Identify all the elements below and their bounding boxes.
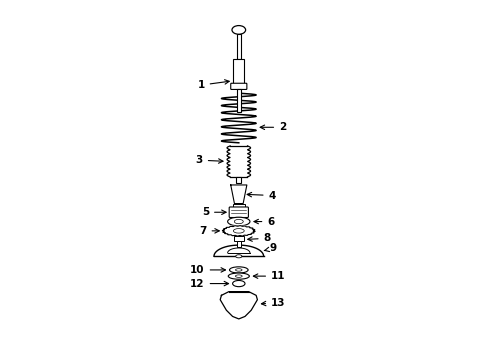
Text: 5: 5 [202, 207, 226, 217]
Bar [233, 203, 245, 207]
Bar [237, 34, 241, 59]
Bar [236, 177, 241, 183]
Ellipse shape [236, 255, 242, 258]
Polygon shape [222, 226, 255, 236]
Ellipse shape [232, 26, 245, 34]
Text: 10: 10 [190, 265, 225, 275]
Ellipse shape [233, 280, 245, 287]
Ellipse shape [236, 269, 242, 271]
Bar [234, 236, 244, 241]
Text: 4: 4 [247, 190, 276, 201]
Text: 11: 11 [253, 271, 286, 281]
Text: 9: 9 [264, 243, 277, 253]
Ellipse shape [228, 217, 250, 226]
Text: 13: 13 [261, 298, 286, 308]
Bar [237, 241, 241, 247]
Text: 8: 8 [248, 233, 271, 243]
Ellipse shape [233, 229, 244, 233]
Text: 1: 1 [197, 80, 229, 90]
Ellipse shape [228, 273, 249, 279]
Text: 12: 12 [190, 279, 228, 289]
FancyBboxPatch shape [229, 207, 248, 217]
Text: 2: 2 [260, 122, 286, 132]
Bar [233, 59, 245, 86]
Ellipse shape [235, 275, 242, 277]
Ellipse shape [229, 267, 248, 273]
Bar [237, 89, 241, 112]
Text: 7: 7 [199, 226, 219, 236]
Text: 3: 3 [196, 155, 223, 165]
Text: 6: 6 [254, 217, 274, 226]
FancyBboxPatch shape [231, 83, 247, 89]
Ellipse shape [234, 219, 243, 224]
Polygon shape [231, 185, 247, 203]
Polygon shape [220, 292, 257, 319]
